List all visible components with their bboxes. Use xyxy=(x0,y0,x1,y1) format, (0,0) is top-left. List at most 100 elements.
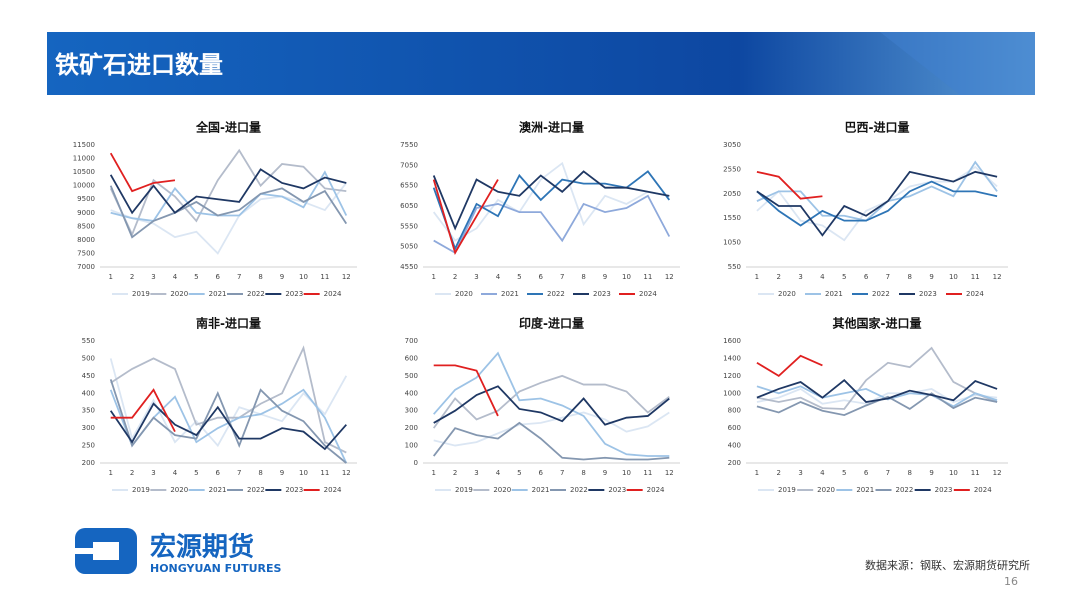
legend-label: 2021 xyxy=(501,290,519,298)
x-tick-label: 8 xyxy=(581,469,585,477)
x-tick-label: 3 xyxy=(151,273,155,281)
series-line xyxy=(756,385,998,408)
y-tick-label: 400 xyxy=(728,442,741,450)
x-tick-label: 8 xyxy=(258,469,262,477)
x-tick-label: 1 xyxy=(431,273,435,281)
x-tick-label: 5 xyxy=(517,469,521,477)
y-tick-label: 1600 xyxy=(723,337,741,345)
y-tick-label: 9000 xyxy=(77,209,95,217)
chart-title: 澳洲-进口量 xyxy=(519,120,584,135)
x-tick-label: 10 xyxy=(299,273,308,281)
x-tick-label: 2 xyxy=(777,273,781,281)
legend-label: 2020 xyxy=(817,486,835,494)
y-tick-label: 600 xyxy=(728,424,741,432)
chart-title: 南非-进口量 xyxy=(196,316,261,331)
header-band xyxy=(47,32,1035,95)
y-tick-label: 450 xyxy=(82,372,95,380)
y-tick-label: 2050 xyxy=(723,190,741,198)
y-tick-label: 500 xyxy=(405,372,418,380)
x-tick-label: 12 xyxy=(993,273,1002,281)
y-tick-label: 5050 xyxy=(400,243,418,251)
x-tick-label: 7 xyxy=(560,273,564,281)
y-tick-label: 11000 xyxy=(73,155,95,163)
legend-label: 2022 xyxy=(247,290,265,298)
y-tick-label: 1000 xyxy=(723,389,741,397)
x-tick-label: 2 xyxy=(130,469,134,477)
x-tick-label: 2 xyxy=(130,273,134,281)
legend-label: 2019 xyxy=(132,486,150,494)
x-tick-label: 7 xyxy=(237,469,241,477)
y-tick-label: 550 xyxy=(728,263,741,271)
x-tick-label: 2 xyxy=(453,469,457,477)
x-tick-label: 7 xyxy=(886,469,890,477)
x-tick-label: 9 xyxy=(603,273,607,281)
series-line xyxy=(432,179,499,256)
y-tick-label: 400 xyxy=(82,389,95,397)
y-tick-label: 6550 xyxy=(400,182,418,190)
x-tick-label: 9 xyxy=(929,273,933,281)
y-tick-label: 600 xyxy=(405,354,418,362)
legend-label: 2022 xyxy=(896,486,914,494)
x-tick-label: 3 xyxy=(474,469,478,477)
legend-label: 2024 xyxy=(966,290,984,298)
series-line xyxy=(110,388,176,433)
legend-label: 2023 xyxy=(285,486,303,494)
series-line xyxy=(756,387,998,405)
x-tick-label: 10 xyxy=(299,469,308,477)
x-tick-label: 6 xyxy=(216,273,221,281)
y-tick-label: 3050 xyxy=(723,141,741,149)
header-title: 铁矿石进口数量 xyxy=(55,51,223,79)
x-tick-label: 11 xyxy=(971,469,980,477)
legend-label: 2021 xyxy=(825,290,843,298)
legend-label: 2020 xyxy=(455,290,473,298)
series-line xyxy=(433,351,670,457)
legend-label: 2019 xyxy=(455,486,473,494)
x-tick-label: 12 xyxy=(342,273,351,281)
x-tick-label: 6 xyxy=(864,469,869,477)
x-tick-label: 3 xyxy=(151,469,155,477)
x-tick-label: 11 xyxy=(971,273,980,281)
series-line xyxy=(432,161,670,242)
x-tick-label: 11 xyxy=(320,469,329,477)
chart-title: 其他国家-进口量 xyxy=(833,316,922,331)
legend-label: 2019 xyxy=(132,290,150,298)
y-tick-label: 7550 xyxy=(400,141,418,149)
series-line xyxy=(756,379,998,403)
logo-cn: 宏源期货 xyxy=(150,532,254,563)
x-tick-label: 12 xyxy=(665,273,674,281)
y-tick-label: 7000 xyxy=(77,263,95,271)
y-tick-label: 10500 xyxy=(73,168,95,176)
legend-label: 2021 xyxy=(209,486,227,494)
legend-label: 2023 xyxy=(935,486,953,494)
x-tick-label: 3 xyxy=(474,273,478,281)
x-tick-label: 4 xyxy=(173,469,178,477)
x-tick-label: 10 xyxy=(949,469,958,477)
y-tick-label: 0 xyxy=(414,459,418,467)
y-tick-label: 400 xyxy=(405,389,418,397)
x-tick-label: 2 xyxy=(777,469,781,477)
x-tick-label: 2 xyxy=(453,273,457,281)
y-tick-label: 1400 xyxy=(723,354,741,362)
y-tick-label: 250 xyxy=(82,442,95,450)
logo xyxy=(72,528,137,574)
x-tick-label: 3 xyxy=(798,273,802,281)
legend-label: 2023 xyxy=(608,486,626,494)
x-tick-label: 1 xyxy=(755,273,759,281)
logo-cut xyxy=(72,548,102,554)
legend-label: 2022 xyxy=(872,290,890,298)
x-tick-label: 6 xyxy=(539,469,544,477)
legend-label: 2020 xyxy=(493,486,511,494)
series-line xyxy=(756,354,823,377)
y-tick-label: 700 xyxy=(405,337,418,345)
x-tick-label: 1 xyxy=(108,273,112,281)
legend-label: 2022 xyxy=(570,486,588,494)
series-line xyxy=(756,170,998,237)
x-tick-label: 5 xyxy=(517,273,521,281)
x-tick-label: 12 xyxy=(665,469,674,477)
chart-title: 印度-进口量 xyxy=(519,316,584,331)
y-tick-label: 6050 xyxy=(400,202,418,210)
x-tick-label: 4 xyxy=(496,469,501,477)
x-tick-label: 8 xyxy=(581,273,585,281)
y-tick-label: 1550 xyxy=(723,214,741,222)
